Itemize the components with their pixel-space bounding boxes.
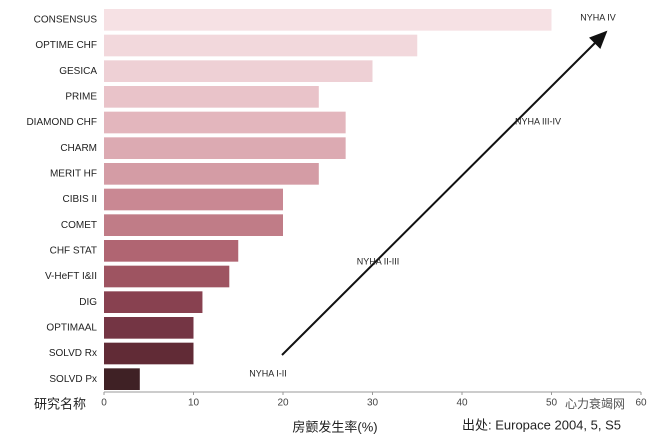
watermark: 心力衰竭网 (565, 396, 625, 411)
y-tick-label: CHARM (60, 143, 97, 154)
bar (104, 34, 418, 57)
bar (104, 188, 283, 211)
source: 出处: Europace 2004, 5, S5 (462, 417, 621, 432)
y-tick-label: DIAMOND CHF (26, 117, 97, 128)
y-tick-label: CIBIS II (63, 194, 97, 205)
y-tick-label: OPTIMAAL (46, 322, 97, 333)
bar (104, 163, 319, 185)
bar (104, 342, 194, 365)
x-tick-label: 30 (367, 398, 379, 409)
x-axis-label: 房颤发生率(%) (292, 419, 377, 434)
bar (104, 60, 373, 82)
annotation: NYHA I-II (249, 368, 287, 378)
y-tick-label: DIG (79, 297, 97, 308)
category-axis-label: 研究名称 (34, 396, 86, 411)
y-tick-label: SOLVD Px (49, 374, 97, 385)
x-tick-label: 40 (456, 398, 468, 409)
x-tick-label: 0 (101, 398, 107, 409)
y-tick-label: CONSENSUS (34, 14, 98, 25)
bar (104, 86, 319, 108)
bar (104, 214, 283, 236)
y-tick-label: CHF STAT (50, 245, 97, 256)
y-tick-label: MERIT HF (50, 168, 97, 179)
bar (104, 9, 552, 31)
bar (104, 240, 239, 262)
annotation: NYHA III-IV (515, 116, 561, 126)
bar (104, 291, 203, 313)
x-tick-label: 20 (277, 398, 289, 409)
bar (104, 317, 194, 339)
bar (104, 265, 230, 288)
x-tick-label: 50 (546, 398, 558, 409)
y-tick-label: PRIME (65, 91, 97, 102)
y-tick-label: OPTIME CHF (35, 40, 97, 51)
y-tick-label: V-HeFT I&II (45, 271, 97, 282)
bar (104, 137, 346, 159)
bar (104, 111, 346, 134)
y-tick-label: COMET (61, 220, 97, 231)
annotation: NYHA II-III (357, 256, 400, 266)
bar (104, 368, 140, 390)
x-tick-label: 10 (188, 398, 200, 409)
y-tick-label: GESICA (59, 66, 97, 77)
trend-arrow (281, 30, 608, 356)
annotation: NYHA IV (580, 12, 616, 22)
y-tick-label: SOLVD Rx (49, 348, 97, 359)
x-tick-label: 60 (635, 398, 647, 409)
